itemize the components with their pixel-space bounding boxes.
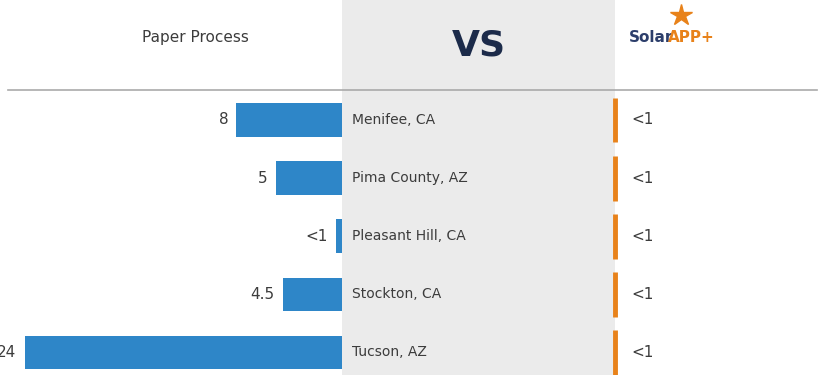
- Text: <1: <1: [305, 229, 328, 244]
- Text: <1: <1: [631, 229, 653, 244]
- Text: VS: VS: [451, 28, 506, 62]
- Text: 5: 5: [258, 171, 268, 186]
- Text: Paper Process: Paper Process: [143, 30, 249, 45]
- Text: 24: 24: [0, 345, 16, 360]
- FancyBboxPatch shape: [25, 336, 342, 369]
- Text: Solar: Solar: [629, 30, 673, 45]
- FancyBboxPatch shape: [237, 103, 342, 137]
- Text: 4.5: 4.5: [251, 287, 275, 302]
- Text: Tucson, AZ: Tucson, AZ: [352, 345, 427, 360]
- FancyBboxPatch shape: [342, 0, 615, 375]
- Text: Menifee, CA: Menifee, CA: [352, 113, 436, 127]
- Text: <1: <1: [631, 171, 653, 186]
- Text: Stockton, CA: Stockton, CA: [352, 287, 441, 302]
- Text: Pima County, AZ: Pima County, AZ: [352, 171, 468, 185]
- Text: APP+: APP+: [668, 30, 715, 45]
- Text: <1: <1: [631, 112, 653, 128]
- FancyBboxPatch shape: [283, 278, 342, 311]
- Text: <1: <1: [631, 345, 653, 360]
- Text: 8: 8: [219, 112, 229, 128]
- FancyBboxPatch shape: [276, 161, 342, 195]
- Text: <1: <1: [631, 287, 653, 302]
- FancyBboxPatch shape: [336, 219, 342, 253]
- Text: Pleasant Hill, CA: Pleasant Hill, CA: [352, 229, 466, 243]
